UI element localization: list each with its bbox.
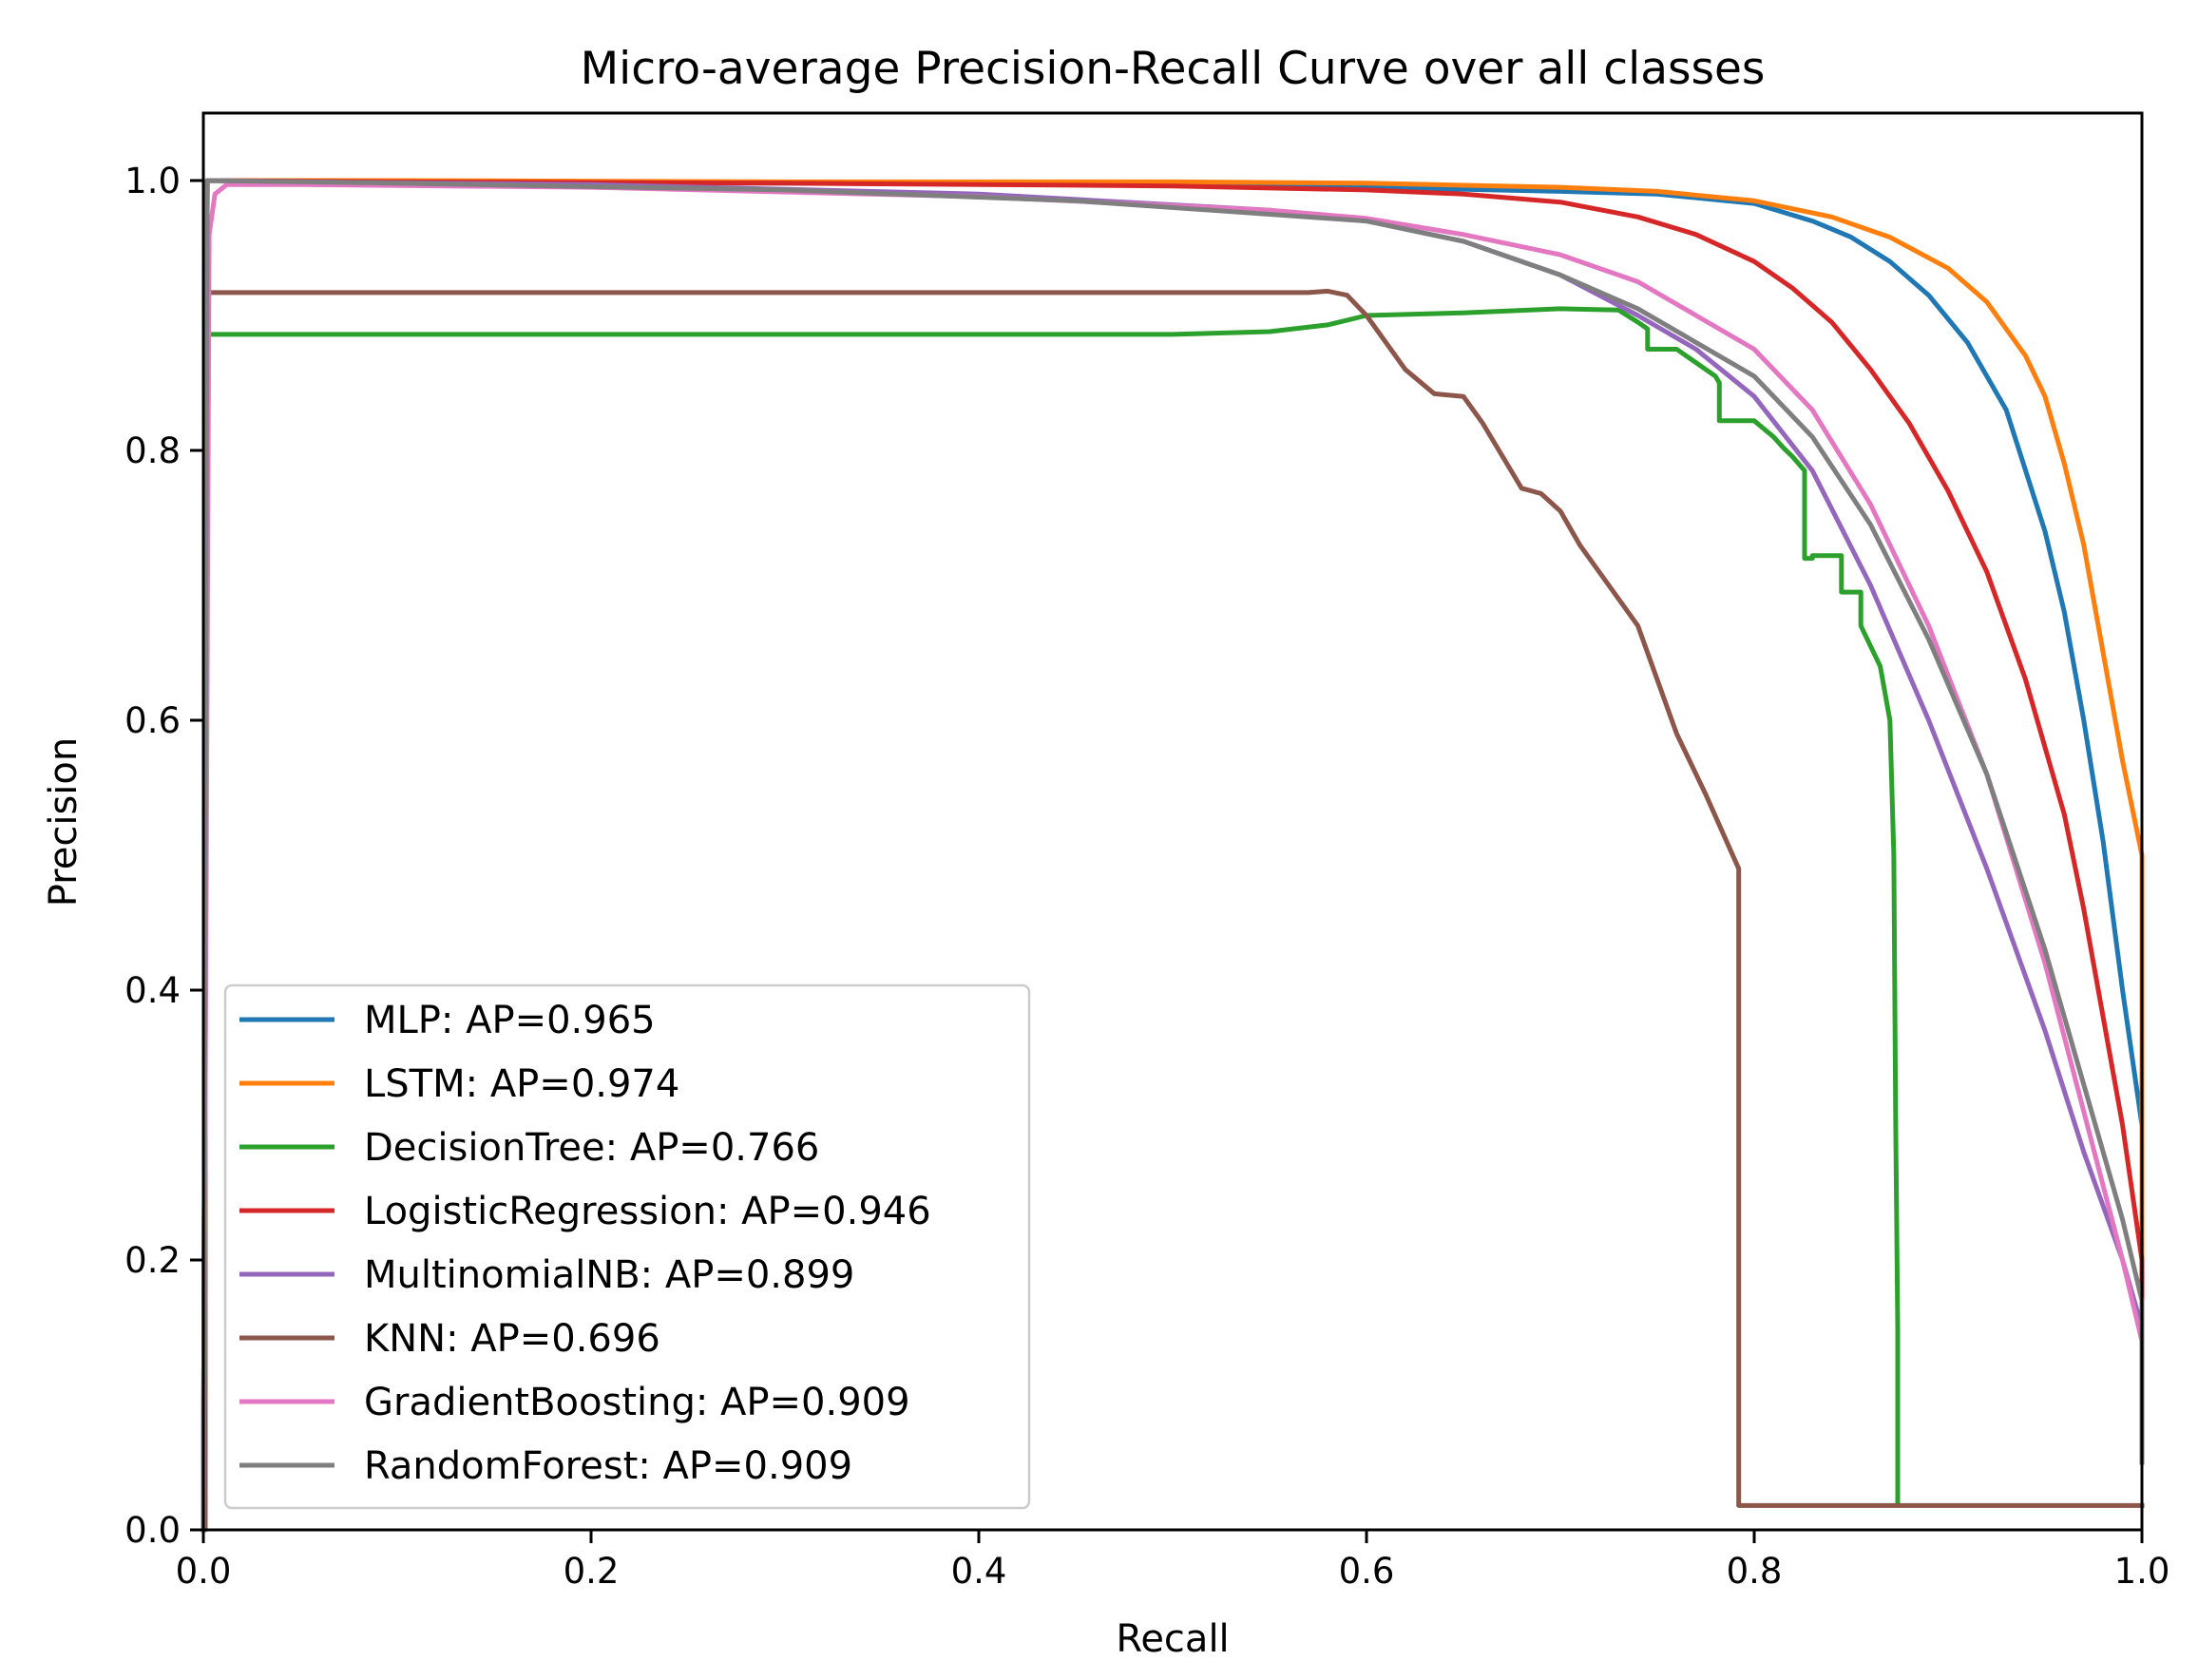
- legend-label-randomforest: RandomForest: AP=0.909: [364, 1444, 852, 1488]
- legend-label-gradientboosting: GradientBoosting: AP=0.909: [364, 1381, 910, 1424]
- legend-label-multinomialnb: MultinomialNB: AP=0.899: [364, 1253, 854, 1297]
- ticks-layer: 0.0 0.2 0.4 0.6 0.8 1.0 0.0 0.2 0.4 0.6 0.8 1.0: [124, 161, 2169, 1592]
- y-tick-label: 0.0: [124, 1510, 181, 1551]
- x-tick-label: 0.6: [1339, 1551, 1395, 1592]
- legend-label-decisiontree: DecisionTree: AP=0.766: [364, 1126, 819, 1170]
- x-axis-label: Recall: [1116, 1617, 1229, 1661]
- y-tick-label: 0.4: [124, 970, 181, 1011]
- legend-label-knn: KNN: AP=0.696: [364, 1317, 660, 1361]
- y-tick-label: 0.2: [124, 1240, 181, 1281]
- series-line-gradientboosting: [201, 181, 2145, 1533]
- x-tick-label: 0.4: [951, 1551, 1007, 1592]
- legend-box: [223, 983, 1031, 1510]
- y-tick-label: 1.0: [124, 161, 181, 201]
- x-tick-label: 1.0: [2114, 1551, 2170, 1592]
- x-tick-label: 0.2: [564, 1551, 620, 1592]
- y-axis-label: Precision: [42, 737, 86, 907]
- series-line-knn: [201, 288, 2145, 1533]
- series-line-logisticregression: [201, 178, 2145, 1533]
- x-tick-label: 0.0: [176, 1551, 232, 1592]
- series-line-randomforest: [201, 178, 2145, 1533]
- legend-label-logisticregression: LogisticRegression: AP=0.946: [364, 1190, 931, 1233]
- plot-frame: [201, 111, 2144, 1532]
- chart-title: Micro-average Precision-Recall Curve ove…: [581, 43, 1766, 95]
- series-layer: [201, 178, 2145, 1533]
- legend-label-lstm: LSTM: AP=0.974: [364, 1062, 679, 1106]
- y-tick-label: 0.6: [124, 700, 181, 741]
- y-tick-label: 0.8: [124, 430, 181, 471]
- legend: MLP: AP=0.965 LSTM: AP=0.974 DecisionTree:…: [223, 983, 1031, 1510]
- x-tick-label: 0.8: [1727, 1551, 1783, 1592]
- legend-label-mlp: MLP: AP=0.965: [364, 999, 656, 1042]
